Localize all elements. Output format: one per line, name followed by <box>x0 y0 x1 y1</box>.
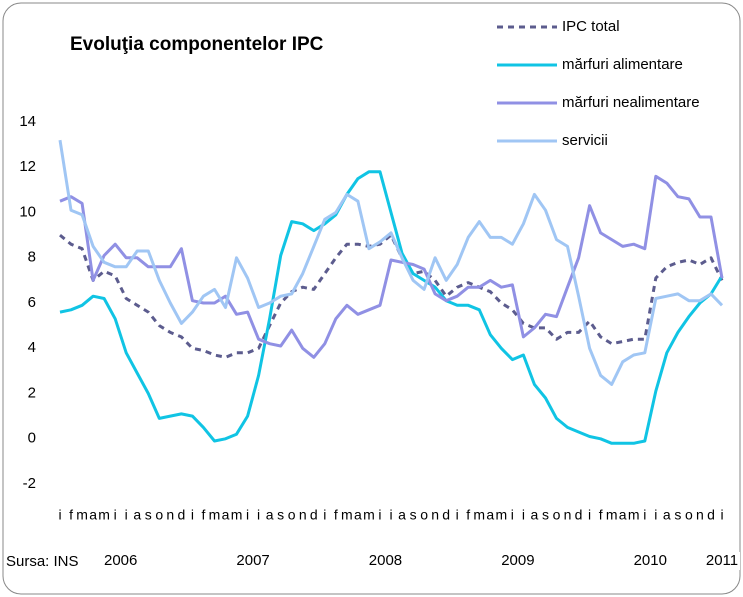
y-tick-label: 6 <box>28 294 36 311</box>
x-tick-label: i <box>522 507 525 523</box>
x-tick-label: d <box>310 507 318 523</box>
x-tick-label: m <box>495 507 507 523</box>
x-tick-label: d <box>707 507 715 523</box>
x-tick-label: s <box>542 507 549 523</box>
x-tick-label: o <box>420 507 428 523</box>
year-label: 2010 <box>634 552 667 569</box>
x-tick-label: n <box>431 507 439 523</box>
x-tick-label: m <box>231 507 243 523</box>
x-tick-label: a <box>398 507 406 523</box>
x-tick-label: s <box>674 507 681 523</box>
x-tick-label: i <box>191 507 194 523</box>
x-tick-label: d <box>177 507 185 523</box>
series-line <box>59 174 724 359</box>
year-bg <box>704 552 740 570</box>
x-tick-label: i <box>378 507 381 523</box>
legend-label: IPC total <box>562 18 620 35</box>
series-line <box>59 233 724 359</box>
y-tick-label: -2 <box>23 475 36 492</box>
x-tick-label: i <box>588 507 591 523</box>
x-tick-label: i <box>511 507 514 523</box>
y-tick-label: 14 <box>19 113 36 130</box>
x-tick-label: m <box>76 507 88 523</box>
year-label: 2007 <box>236 552 269 569</box>
x-tick-label: a <box>663 507 671 523</box>
x-tick-label: n <box>564 507 572 523</box>
x-tick-label: a <box>531 507 539 523</box>
x-tick-label: i <box>389 507 392 523</box>
y-tick-label: 2 <box>28 384 36 401</box>
x-tick-label: m <box>363 507 375 523</box>
year-label: 2009 <box>501 552 534 569</box>
x-tick-label: m <box>473 507 485 523</box>
x-tick-label: d <box>575 507 583 523</box>
x-tick-label: f <box>69 507 73 523</box>
x-tick-label: o <box>553 507 561 523</box>
x-tick-label: a <box>486 507 494 523</box>
year-bg <box>632 552 669 570</box>
x-tick-label: m <box>606 507 618 523</box>
series-line <box>59 170 724 445</box>
x-tick-label: i <box>654 507 657 523</box>
y-tick-label: 0 <box>28 430 36 447</box>
x-tick-label: o <box>155 507 163 523</box>
year-bg <box>102 552 139 570</box>
x-tick-label: n <box>166 507 174 523</box>
x-tick-label: m <box>209 507 221 523</box>
x-tick-label: s <box>410 507 417 523</box>
x-tick-label: m <box>628 507 640 523</box>
year-label: 2006 <box>104 552 137 569</box>
x-tick-label: i <box>58 507 61 523</box>
x-tick-label: a <box>266 507 274 523</box>
x-tick-label: o <box>685 507 693 523</box>
chart-title: Evoluţia componentelor IPC <box>70 34 324 55</box>
x-tick-label: f <box>599 507 603 523</box>
x-tick-label: i <box>257 507 260 523</box>
legend-label: mărfuri nealimentare <box>562 94 700 111</box>
year-bg <box>367 552 404 570</box>
x-tick-label: i <box>246 507 249 523</box>
y-tick-label: 10 <box>19 203 36 220</box>
year-bg <box>235 552 272 570</box>
x-tick-label: d <box>442 507 450 523</box>
x-tick-label: s <box>277 507 284 523</box>
x-tick-label: i <box>323 507 326 523</box>
legend-label: mărfuri alimentare <box>562 56 683 73</box>
series-line <box>58 139 724 386</box>
x-tick-label: o <box>288 507 296 523</box>
x-tick-label: a <box>222 507 230 523</box>
x-tick-label: a <box>89 507 97 523</box>
x-tick-label: i <box>125 507 128 523</box>
x-tick-label: s <box>145 507 152 523</box>
year-bg <box>499 552 536 570</box>
x-tick-label: m <box>341 507 353 523</box>
y-tick-label: 4 <box>28 339 36 356</box>
year-label: 2011 <box>706 552 738 569</box>
year-label: 2008 <box>369 552 402 569</box>
x-tick-label: a <box>133 507 141 523</box>
x-tick-label: f <box>466 507 470 523</box>
x-tick-label: i <box>456 507 459 523</box>
x-tick-label: a <box>354 507 362 523</box>
legend-label: servicii <box>562 132 608 149</box>
source: Sursa: INS <box>6 553 79 570</box>
x-tick-label: i <box>720 507 723 523</box>
x-tick-label: i <box>643 507 646 523</box>
x-tick-label: n <box>696 507 704 523</box>
x-tick-label: n <box>299 507 307 523</box>
x-tick-label: a <box>619 507 627 523</box>
x-tick-label: f <box>201 507 205 523</box>
x-tick-label: f <box>334 507 338 523</box>
y-tick-label: 12 <box>19 158 36 175</box>
x-tick-label: m <box>98 507 110 523</box>
x-tick-label: i <box>114 507 117 523</box>
y-tick-label: 8 <box>28 249 36 266</box>
